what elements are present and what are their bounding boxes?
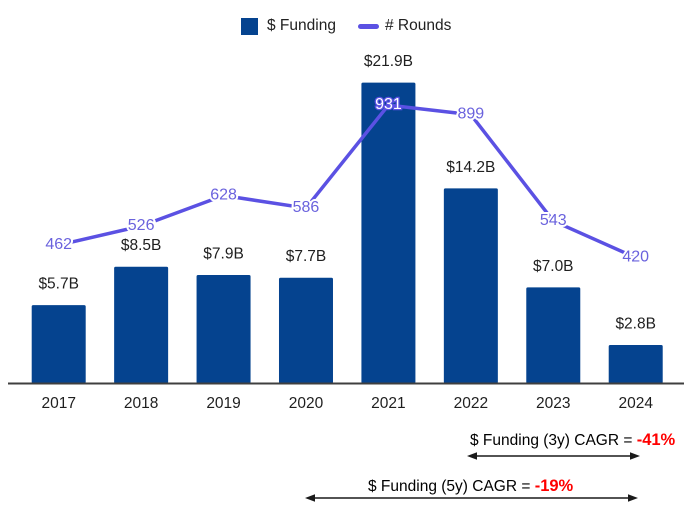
legend-item-funding[interactable]: $ Funding: [241, 17, 336, 35]
rounds-line-swatch-icon: [358, 23, 379, 29]
funding-value-label-2024: $2.8B: [615, 316, 656, 333]
rounds-value-label-2022: 899: [457, 106, 484, 123]
cagr-3y-range-arrow-icon: [467, 452, 640, 460]
legend-rounds-label: # Rounds: [385, 17, 452, 34]
rounds-value-label-2020: 586: [293, 199, 320, 216]
year-label-2018: 2018: [124, 395, 158, 412]
funding-bar-2020[interactable]: [278, 277, 333, 384]
legend-item-rounds[interactable]: # Rounds: [358, 17, 451, 35]
year-label-2021: 2021: [371, 395, 405, 412]
rounds-value-label-2017: 462: [45, 236, 72, 253]
cagr-5y-range-arrow-icon: [305, 494, 638, 502]
cagr-5y-annotation: $ Funding (5y) CAGR = -19%: [368, 477, 573, 496]
rounds-line: [56, 103, 638, 260]
funding-value-label-2023: $7.0B: [533, 258, 574, 275]
funding-rounds-combo-chart: $5.7B 2017 462 $8.5B 2018 526 $7.9B 2019 628 $7.7…: [8, 53, 684, 412]
funding-bar-2017[interactable]: [31, 305, 86, 384]
cagr-3y-label: $ Funding (3y) CAGR =: [470, 432, 637, 449]
year-label-2024: 2024: [618, 395, 653, 412]
funding-bar-2021[interactable]: [361, 82, 416, 384]
year-label-2022: 2022: [454, 395, 488, 412]
rounds-value-label-2018: 526: [128, 217, 155, 234]
rounds-value-label-2024: 420: [622, 249, 649, 266]
year-label-2017: 2017: [41, 395, 75, 412]
year-label-2019: 2019: [206, 395, 240, 412]
rounds-value-label-2019: 628: [210, 187, 237, 204]
funding-bar-2023[interactable]: [526, 287, 581, 384]
rounds-value-label-2023: 543: [540, 212, 567, 229]
cagr-3y-annotation: $ Funding (3y) CAGR = -41%: [470, 431, 675, 450]
funding-value-label-2017: $5.7B: [38, 276, 79, 293]
year-label-2020: 2020: [289, 395, 324, 412]
funding-value-label-2018: $8.5B: [121, 237, 162, 254]
year-label-2023: 2023: [536, 395, 570, 412]
funding-bar-swatch-icon: [241, 17, 258, 35]
cagr-5y-label: $ Funding (5y) CAGR =: [368, 478, 535, 495]
funding-bar-2018[interactable]: [114, 266, 169, 384]
funding-value-label-2020: $7.7B: [286, 248, 327, 265]
funding-value-label-2021: $21.9B: [364, 53, 413, 70]
cagr-3y-value: -41%: [636, 431, 676, 449]
funding-value-label-2022: $14.2B: [446, 159, 495, 176]
cagr-5y-value: -19%: [534, 477, 574, 495]
funding-value-label-2019: $7.9B: [203, 245, 244, 262]
rounds-value-label-2021: 931: [375, 96, 402, 113]
funding-bar-2022[interactable]: [443, 188, 498, 384]
funding-bar-2019[interactable]: [196, 274, 251, 384]
legend-funding-label: $ Funding: [267, 17, 336, 34]
funding-bar-2024[interactable]: [608, 345, 663, 384]
